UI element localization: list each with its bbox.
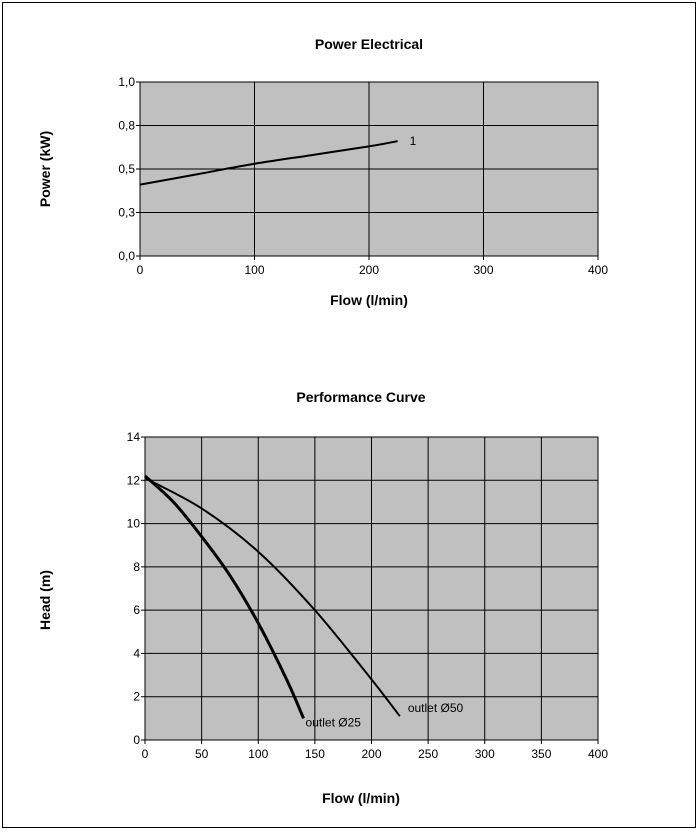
x-tick-label-7: 350 [531,747,551,761]
gridlines-performance [145,436,599,740]
x-tick-label-6: 300 [475,747,495,761]
x-tick-label-1: 50 [195,747,209,761]
gridlines-power [140,81,599,256]
x-tick-label-0: 0 [142,747,149,761]
y-tick-label-6: 12 [127,473,141,487]
series-performance: outlet Ø25 outlet Ø50 [143,474,464,729]
series-line-1-1 [144,477,401,717]
x-tick-label-2: 200 [359,263,379,277]
chart-title-performance: Performance Curve [296,389,425,405]
x-axis-label-power: Flow (l/min) [330,292,408,308]
y-tick-label-2: 4 [133,646,140,660]
x-axis-label-performance: Flow (l/min) [322,790,400,806]
x-tick-label-5: 250 [418,747,438,761]
x-tick-label-1: 100 [244,263,264,277]
series-power: 1 [139,134,417,186]
series-line-0-0 [139,140,398,186]
x-tick-label-4: 200 [361,747,381,761]
tick-labels-power: 0 100 200 300 400 0,0 0,3 0,5 0,8 1,0 [118,75,608,277]
y-tick-label-4: 1,0 [118,75,135,89]
tick-labels-performance: 0 50 100 150 200 250 300 350 400 0 2 4 6 8 10 12 14 [127,430,609,761]
y-axis-label-power: Power (kW) [37,131,53,207]
y-tick-label-3: 0,8 [118,119,135,133]
y-tick-label-0: 0 [133,733,140,747]
y-tick-label-5: 10 [127,517,141,531]
y-tick-label-2: 0,5 [118,162,135,176]
y-axis-label-performance: Head (m) [37,570,53,630]
y-tick-label-1: 0,3 [118,206,135,220]
axes-power [136,81,599,260]
x-tick-label-8: 400 [588,747,608,761]
chart-power-electrical: 0 100 200 300 400 0,0 0,3 0,5 0,8 1,0 1 Power Ele… [37,36,608,308]
series-label-1-1: outlet Ø50 [408,701,464,715]
y-tick-label-4: 8 [133,560,140,574]
x-tick-label-3: 300 [473,263,493,277]
x-tick-label-4: 400 [588,263,608,277]
series-label-0-0: 1 [410,134,417,148]
x-tick-label-2: 100 [248,747,268,761]
series-label-1-0: outlet Ø25 [306,715,362,729]
x-tick-label-0: 0 [137,263,144,277]
axes-performance [141,436,599,744]
chart-title-power: Power Electrical [315,36,423,52]
x-tick-label-3: 150 [305,747,325,761]
y-tick-label-1: 2 [133,690,140,704]
y-tick-label-7: 14 [127,430,141,444]
chart-performance-curve: 0 50 100 150 200 250 300 350 400 0 2 4 6 8 10 12 14 outl… [37,389,608,806]
y-tick-label-3: 6 [133,603,140,617]
series-line-1-0 [143,474,305,719]
y-tick-label-0: 0,0 [118,249,135,263]
